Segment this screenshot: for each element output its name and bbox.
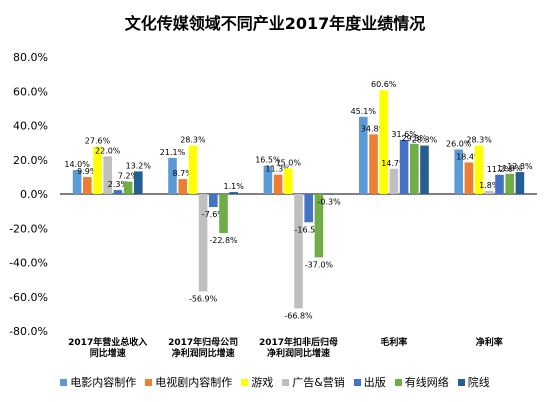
legend-label: 游戏 [251,374,273,390]
bar [516,172,525,194]
data-label: -0.3% [317,198,341,207]
legend-label: 电视剧内容制作 [155,374,232,390]
bar [420,146,429,194]
bar [485,191,494,194]
legend-swatch [60,379,67,386]
data-label: -56.9% [189,294,218,303]
bar [114,190,123,194]
bar [325,194,334,195]
bar [505,174,514,194]
legend-item: 电影内容制作 [60,374,136,390]
bar [83,177,92,194]
legend-swatch [458,379,465,386]
data-label: 22.0% [95,146,121,155]
data-label: -22.8% [209,236,238,245]
x-category-label: 净利润同比增速 [267,347,330,359]
bar [199,194,208,291]
data-label: 13.2% [126,161,152,170]
data-label: 27.6% [85,137,111,146]
data-label: -66.8% [284,311,313,320]
legend-label: 出版 [364,374,386,390]
x-category-label: 同比增速 [90,347,126,359]
data-label: 45.1% [351,107,377,116]
y-tick-label: 60.0% [13,85,48,98]
bar [465,162,474,194]
legend-swatch [241,379,248,386]
x-category-label: 净利润同比增速 [172,347,235,359]
bar [495,175,504,194]
data-label: -37.0% [305,260,334,269]
bar [400,140,409,194]
bar [304,194,313,222]
legend-item: 院线 [458,374,490,390]
bar [134,171,143,194]
bar [219,194,228,233]
bar [229,192,238,194]
bar [294,194,303,308]
bar [284,168,293,194]
legend-item: 电视剧内容制作 [145,374,232,390]
legend-item: 广告&营销 [282,374,345,390]
x-category-label: 2017年营业总收入 [68,336,147,348]
data-label: 28.3% [180,136,206,145]
legend-label: 广告&营销 [292,374,345,390]
y-tick-label: -20.0% [9,222,48,235]
legend-label: 院线 [468,374,490,390]
bar [274,175,283,194]
data-label: 21.1% [160,148,186,157]
x-category-label: 净利率 [476,336,503,348]
x-category-label: 2017年扣非后归母 [259,336,338,348]
data-label: 28.3% [412,136,438,145]
bar [189,146,198,194]
bar [410,144,419,194]
bar [390,169,399,194]
data-label: 60.6% [371,80,397,89]
legend-item: 有线网络 [395,374,449,390]
bar [178,179,187,194]
legend-label: 电影内容制作 [70,374,136,390]
bar [209,194,218,207]
data-label: 15.0% [276,158,302,167]
data-label: 1.1% [224,182,245,191]
bar [369,134,378,194]
y-tick-label: 0.0% [20,188,48,201]
x-category-label: 2017年归母公司 [168,336,238,348]
legend: 电影内容制作 电视剧内容制作 游戏 广告&营销 出版 有线网络 院线 [0,374,550,390]
y-tick-label: 80.0% [13,51,48,64]
x-category-label: 毛利率 [380,336,407,348]
data-label: 28.3% [466,136,492,145]
legend-swatch [354,379,361,386]
y-tick-label: -80.0% [9,325,48,338]
legend-swatch [282,379,289,386]
y-tick-label: -40.0% [9,257,48,270]
bar [379,90,388,194]
legend-swatch [395,379,402,386]
legend-swatch [145,379,152,386]
legend-item: 出版 [354,374,386,390]
y-tick-label: -60.0% [9,291,48,304]
data-label: 12.8% [507,162,533,171]
legend-label: 有线网络 [405,374,449,390]
bar [124,182,133,194]
legend-item: 游戏 [241,374,273,390]
y-tick-label: 40.0% [13,120,48,133]
y-tick-label: 20.0% [13,154,48,167]
